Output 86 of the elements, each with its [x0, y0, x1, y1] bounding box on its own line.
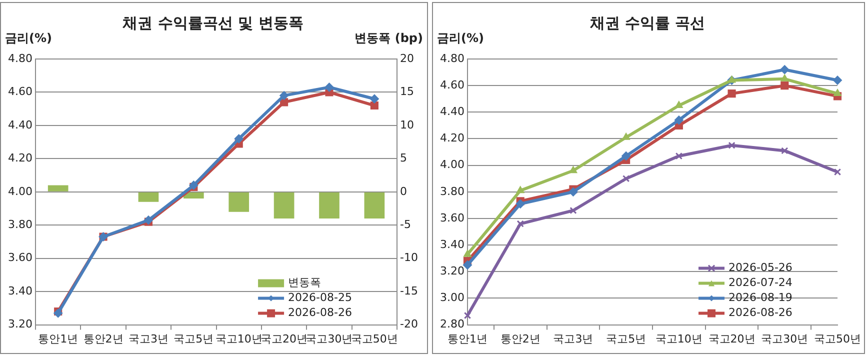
- y-tick-label: 4.80: [8, 52, 32, 65]
- x-tick-label: 통안2년: [83, 332, 124, 346]
- x-tick-label: 국고30년: [761, 332, 808, 346]
- y2-axis-title: 변동폭 (bp): [354, 31, 423, 46]
- y-tick-label: 4.80: [440, 52, 464, 65]
- y2-tick-label: -20: [400, 318, 418, 331]
- point: [370, 101, 378, 110]
- x-tick-label: 국고10년: [215, 332, 262, 346]
- point: [280, 91, 289, 100]
- point: [834, 168, 842, 176]
- y-tick-label: 3.40: [8, 284, 32, 298]
- y-tick-label: 4.40: [440, 105, 464, 118]
- x-tick-label: 국고3년: [128, 332, 168, 346]
- x-tick-label: 국고5년: [174, 332, 214, 346]
- y-tick-label: 3.00: [440, 291, 464, 304]
- point: [516, 186, 524, 194]
- point: [675, 152, 683, 160]
- point: [324, 82, 334, 92]
- point: [834, 89, 842, 96]
- point: [622, 132, 630, 140]
- point: [622, 175, 630, 182]
- x-tick-label: 국고20년: [708, 332, 756, 346]
- point: [622, 152, 631, 161]
- y-tick-label: 3.60: [8, 251, 32, 264]
- chart-title: 채권 수익률 곡선: [588, 14, 706, 32]
- chart-title: 채권 수익률곡선 및 변동폭: [122, 14, 304, 32]
- point: [569, 166, 578, 174]
- point: [728, 90, 736, 98]
- legend-label: 2026-08-19: [728, 291, 792, 304]
- x-tick-label: 국고10년: [655, 332, 702, 346]
- y-axis-title: 금리(%): [437, 31, 484, 46]
- point: [462, 260, 472, 270]
- point: [833, 76, 842, 85]
- y-tick-label: 4.60: [8, 85, 32, 98]
- y2-tick-label: 10: [400, 118, 414, 132]
- point: [780, 74, 789, 82]
- point: [464, 312, 472, 320]
- y-tick-label: 3.60: [440, 211, 464, 224]
- x-tick-label: 통안1년: [38, 332, 78, 346]
- y-tick-label: 2.80: [440, 318, 464, 331]
- x-tick-label: 국고50년: [350, 332, 398, 346]
- legend-label: 2026-08-26: [728, 306, 792, 320]
- x-tick-label: 국고50년: [814, 332, 861, 346]
- point: [370, 94, 379, 104]
- y-tick-label: 3.80: [8, 218, 32, 231]
- point: [568, 187, 578, 196]
- point: [781, 147, 788, 154]
- legend-label: 변동폭: [288, 276, 322, 290]
- x-tick-label: 국고5년: [606, 332, 646, 346]
- y-axis-title: 금리(%): [5, 31, 52, 46]
- y-tick-label: 3.20: [8, 318, 32, 331]
- y-tick-label: 4.60: [440, 78, 464, 92]
- x-tick-label: 국고20년: [260, 332, 308, 346]
- point: [728, 142, 736, 149]
- y2-tick-label: 20: [400, 52, 414, 65]
- x-tick-label: 통안1년: [447, 332, 488, 346]
- x-tick-label: 통안2년: [500, 332, 540, 346]
- point: [570, 206, 577, 214]
- point: [674, 101, 683, 108]
- x-tick-label: 국고3년: [553, 332, 594, 346]
- y2-tick-label: 15: [400, 85, 414, 98]
- point: [674, 116, 684, 125]
- y-tick-label: 4.40: [8, 118, 32, 132]
- y-tick-label: 4.00: [440, 158, 464, 172]
- y-tick-label: 4.00: [8, 184, 32, 198]
- y2-tick-label: 5: [400, 152, 408, 165]
- y-tick-label: 3.20: [440, 264, 464, 278]
- y2-tick-label: 0: [400, 184, 408, 198]
- point: [780, 65, 790, 74]
- legend-label: 2026-08-26: [288, 306, 352, 320]
- x-tick-label: 국고30년: [306, 332, 353, 346]
- legend-label: 2026-07-24: [728, 276, 792, 290]
- legend-label: 2026-05-26: [728, 261, 792, 274]
- y-tick-label: 4.20: [8, 152, 32, 165]
- y-tick-label: 3.40: [440, 238, 464, 251]
- y-tick-label: 3.80: [440, 184, 464, 198]
- point: [464, 250, 472, 257]
- point: [516, 220, 524, 228]
- y2-tick-label: -5: [400, 218, 412, 231]
- y2-tick-label: -10: [400, 251, 418, 264]
- y-tick-label: 4.20: [440, 132, 464, 145]
- legend-label: 2026-08-25: [288, 291, 352, 304]
- point: [234, 134, 244, 144]
- point: [516, 199, 525, 208]
- point: [780, 82, 789, 90]
- y2-tick-label: -15: [400, 284, 418, 298]
